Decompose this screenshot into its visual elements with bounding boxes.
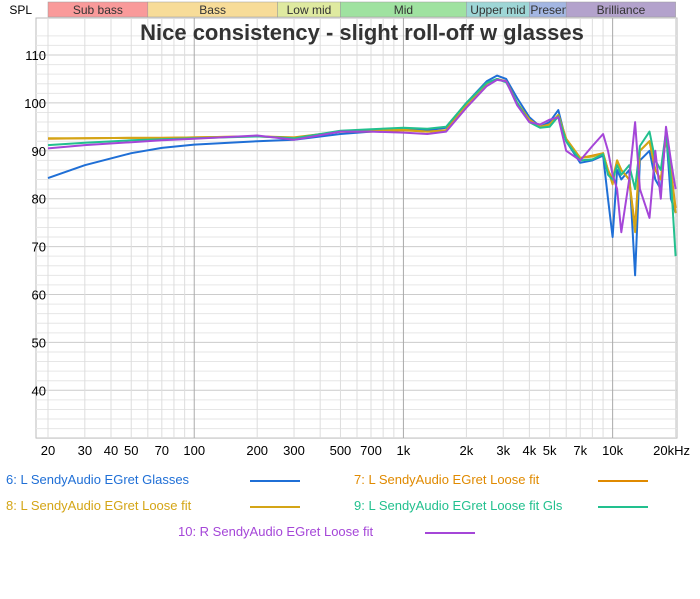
legend-label: 6: L SendyAudio EGret Glasses <box>6 472 190 487</box>
x-tick-label: 2k <box>460 443 474 458</box>
x-tick-label: 300 <box>283 443 305 458</box>
y-tick-label: 50 <box>32 335 46 350</box>
series-line-4 <box>47 78 677 257</box>
band-label: Brilliance <box>597 3 646 17</box>
legend-label: 7: L SendyAudio EGret Loose fit <box>354 472 540 487</box>
x-tick-label: 4k <box>523 443 537 458</box>
y-tick-label: 60 <box>32 288 46 303</box>
x-tick-label: 5k <box>543 443 557 458</box>
legend-swatch <box>425 532 475 534</box>
y-tick-label: 100 <box>24 96 46 111</box>
x-tick-label: 3k <box>496 443 510 458</box>
legend-label: 8: L SendyAudio EGret Loose fit <box>6 498 192 513</box>
x-tick-label: 200 <box>246 443 268 458</box>
x-tick-label: 10k <box>602 443 623 458</box>
x-tick-label: 700 <box>360 443 382 458</box>
x-tick-label: 20 <box>41 443 55 458</box>
y-tick-label: 110 <box>25 48 46 63</box>
band-label: Presence <box>530 3 581 17</box>
x-tick-label: 50 <box>124 443 138 458</box>
x-tick-label: 40 <box>104 443 118 458</box>
legend-swatch <box>250 480 300 482</box>
band-label: Sub bass <box>73 3 123 17</box>
x-tick-label: 100 <box>183 443 205 458</box>
frequency-response-plot: Sub bass Bass Low mid Mid Upper mid Presence B… <box>9 1 690 458</box>
legend-swatch <box>598 506 648 508</box>
legend-swatch <box>598 480 648 482</box>
x-tick-label: 70 <box>155 443 169 458</box>
x-tick-label: 1k <box>397 443 411 458</box>
band-label: Upper mid <box>470 3 525 17</box>
band-6 <box>565 1 676 18</box>
plot-area <box>35 17 678 439</box>
x-tick-label: 20kHz <box>653 443 690 458</box>
band-label: Low mid <box>287 3 332 17</box>
legend-swatch <box>250 506 300 508</box>
band-label: Mid <box>394 3 413 17</box>
chart-title: Nice consistency - slight roll-off w gla… <box>140 20 584 45</box>
y-tick-label: 90 <box>32 144 46 159</box>
y-tick-label: 40 <box>32 383 46 398</box>
x-tick-label: 500 <box>330 443 352 458</box>
legend-label: 9: L SendyAudio EGret Loose fit Gls <box>354 498 563 513</box>
x-tick-label: 7k <box>573 443 587 458</box>
band-label: Bass <box>199 3 226 17</box>
y-axis-label: SPL <box>9 3 32 17</box>
y-tick-label: 70 <box>32 240 46 255</box>
y-tick-label: 80 <box>32 192 46 207</box>
legend-label: 10: R SendyAudio EGret Loose fit <box>178 524 374 539</box>
series-line-5 <box>47 78 677 234</box>
x-tick-label: 30 <box>78 443 92 458</box>
